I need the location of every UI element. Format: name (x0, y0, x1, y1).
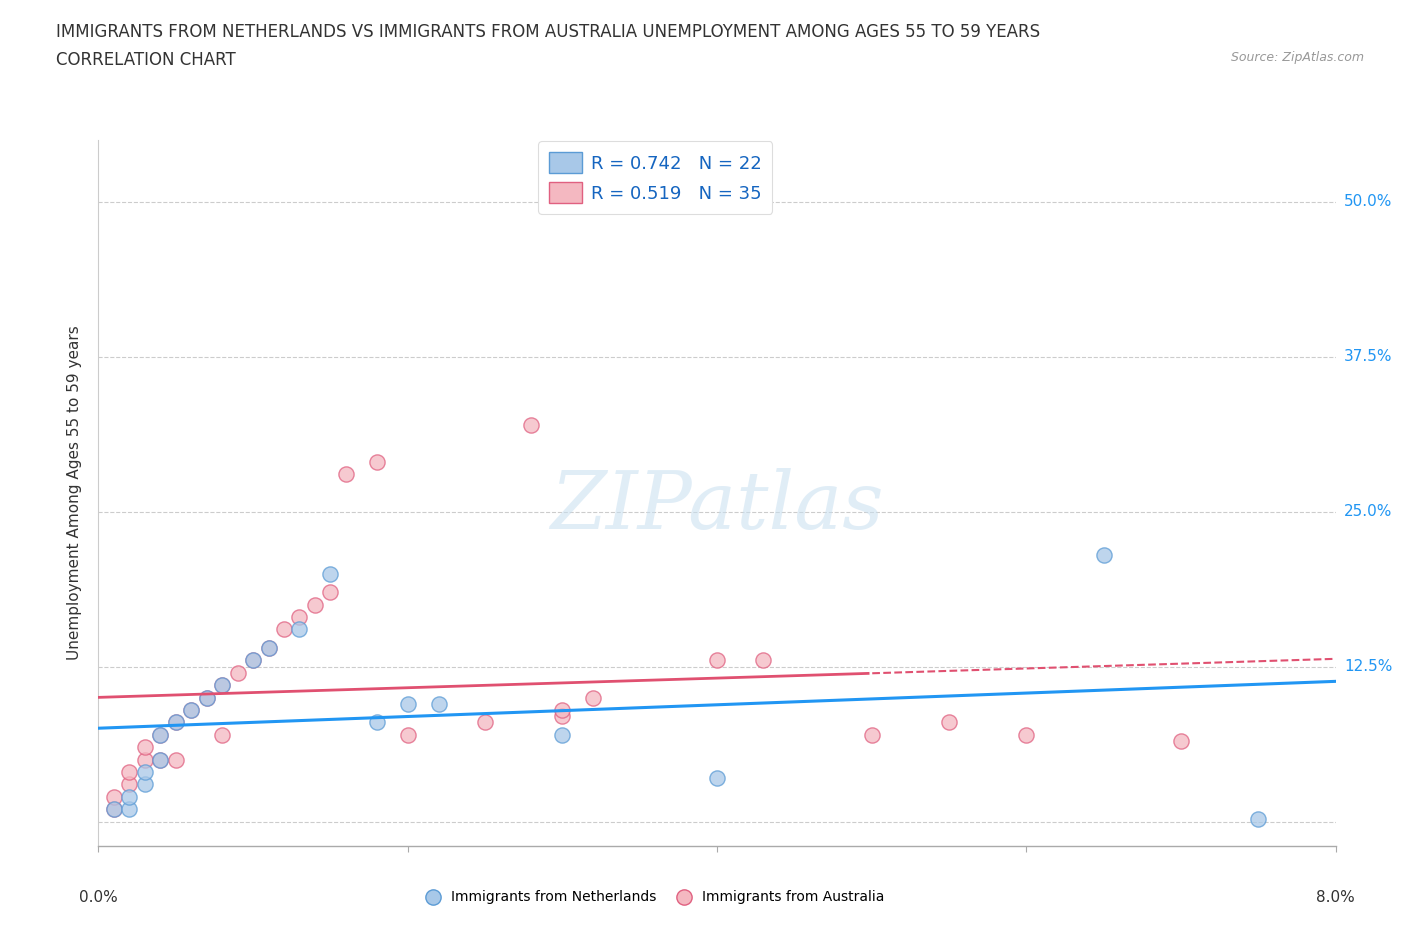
Point (427, 697, 450, 711)
Point (134, 764, 156, 779)
Point (211, 727, 233, 742)
Point (118, 764, 141, 779)
Point (149, 752, 172, 767)
Y-axis label: Unemployment Among Ages 55 to 59 years: Unemployment Among Ages 55 to 59 years (67, 326, 83, 660)
Point (288, 609, 311, 624)
Point (1170, 734, 1192, 749)
Point (319, 566, 342, 581)
Point (551, 727, 574, 742)
Text: 50.0%: 50.0% (1344, 194, 1392, 209)
Legend: Immigrants from Netherlands, Immigrants from Australia: Immigrants from Netherlands, Immigrants … (420, 885, 890, 910)
Point (165, 715, 187, 730)
Point (551, 709, 574, 724)
Text: 25.0%: 25.0% (1344, 504, 1392, 519)
Point (165, 715, 187, 730)
Text: 8.0%: 8.0% (1316, 890, 1355, 905)
Point (103, 790, 125, 804)
Point (226, 665, 249, 680)
Point (366, 455, 388, 470)
Point (1015, 727, 1038, 742)
Point (319, 585, 342, 600)
Point (103, 802, 125, 817)
Point (582, 690, 605, 705)
Point (938, 715, 960, 730)
Point (273, 622, 295, 637)
Point (288, 622, 311, 637)
Text: Source: ZipAtlas.com: Source: ZipAtlas.com (1230, 51, 1364, 64)
Point (134, 777, 156, 791)
Text: 12.5%: 12.5% (1344, 659, 1392, 674)
Point (520, 418, 543, 432)
Point (551, 702, 574, 717)
Text: 0.0%: 0.0% (79, 890, 118, 905)
Point (180, 702, 202, 717)
Point (195, 690, 218, 705)
Point (706, 653, 728, 668)
Point (257, 641, 280, 656)
Point (1092, 548, 1115, 563)
Text: CORRELATION CHART: CORRELATION CHART (56, 51, 236, 69)
Point (706, 771, 728, 786)
Point (396, 697, 419, 711)
Point (242, 653, 264, 668)
Point (165, 752, 187, 767)
Point (211, 678, 233, 693)
Point (211, 678, 233, 693)
Point (118, 790, 141, 804)
Point (134, 739, 156, 754)
Point (195, 690, 218, 705)
Point (134, 752, 156, 767)
Text: ZIPatlas: ZIPatlas (550, 469, 884, 546)
Point (396, 727, 419, 742)
Text: 37.5%: 37.5% (1344, 349, 1392, 364)
Point (180, 702, 202, 717)
Point (257, 641, 280, 656)
Point (860, 727, 883, 742)
Point (149, 727, 172, 742)
Point (103, 802, 125, 817)
Point (366, 715, 388, 730)
Point (149, 752, 172, 767)
Text: IMMIGRANTS FROM NETHERLANDS VS IMMIGRANTS FROM AUSTRALIA UNEMPLOYMENT AMONG AGES: IMMIGRANTS FROM NETHERLANDS VS IMMIGRANT… (56, 23, 1040, 41)
Point (149, 727, 172, 742)
Point (1247, 812, 1270, 827)
Point (752, 653, 775, 668)
Point (335, 467, 357, 482)
Point (118, 802, 141, 817)
Point (304, 597, 326, 612)
Point (118, 777, 141, 791)
Point (474, 715, 496, 730)
Point (242, 653, 264, 668)
